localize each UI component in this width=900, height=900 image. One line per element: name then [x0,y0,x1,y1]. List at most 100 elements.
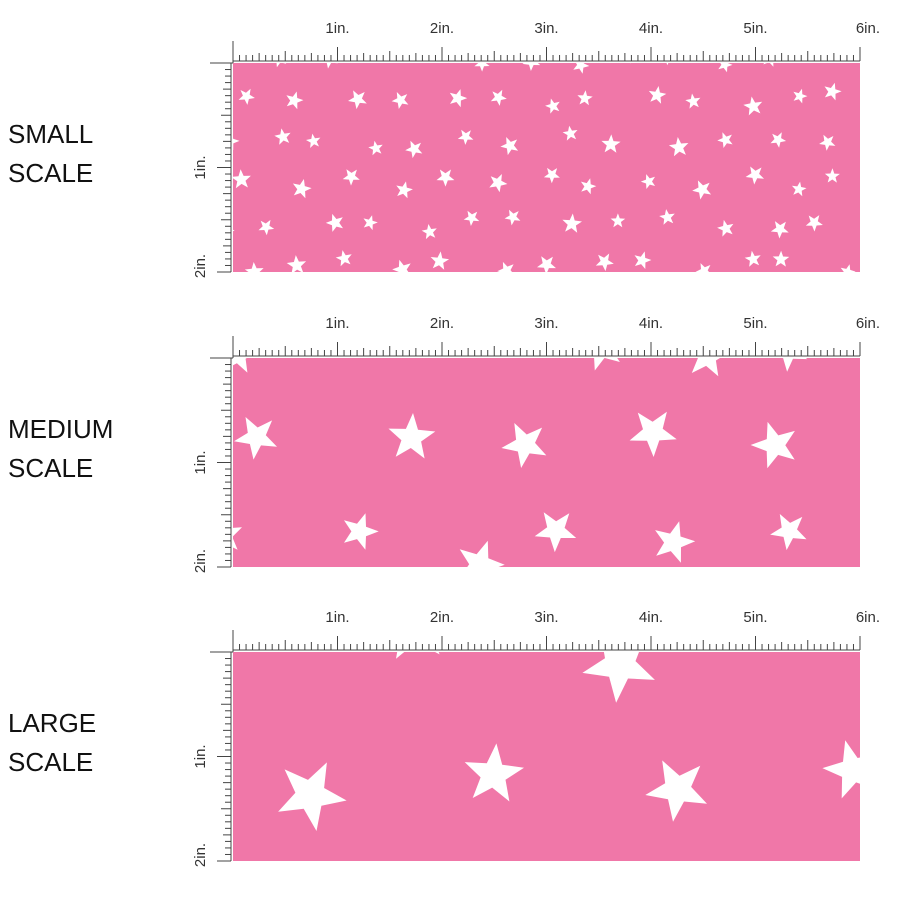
scale-name: LARGE [8,708,96,738]
ruler-label: 3in. [534,20,558,37]
star [449,89,468,108]
scale-name: SCALE [8,453,93,483]
star [436,169,455,187]
ruler-label: 5in. [743,609,767,626]
star [601,134,621,153]
star [276,63,287,68]
star [594,358,620,371]
star [869,441,900,487]
scale-name: SMALL [8,119,93,149]
star [244,262,264,272]
star [692,180,712,200]
star [630,63,631,64]
star [582,652,655,703]
star [489,174,508,193]
star [286,91,304,110]
star [335,250,352,267]
ruler-label: 2in. [192,549,209,573]
star [504,209,521,226]
ruler-label: 1in. [325,315,349,332]
star [668,137,689,157]
star [157,623,230,693]
star [368,140,383,156]
star [629,411,677,457]
star [344,513,379,550]
star [463,210,480,226]
star [233,358,248,373]
ruler-label: 6in. [856,609,880,626]
star [685,93,701,109]
star [258,219,275,236]
stars [157,623,860,831]
fabric-swatch [233,63,860,272]
swatch-panel: MEDIUM SCALE 1in. 2in. 3in. 4in. 5in. 6in. 1in. 2… [8,315,900,573]
ruler-label: 6in. [856,315,880,332]
star [421,224,437,240]
star [459,540,505,567]
star [770,132,787,148]
star [325,213,343,232]
star [744,250,761,267]
star [363,215,378,231]
star [391,92,409,109]
star [717,132,733,148]
star [233,169,251,189]
star [497,261,514,272]
ruler-label: 2in. [192,843,209,867]
star [595,253,614,272]
star [865,130,883,148]
star [655,521,696,563]
star [278,762,347,831]
star [543,167,560,184]
star [501,423,547,468]
ruler-label: 6in. [856,20,880,37]
star [500,137,519,156]
star [577,90,593,106]
star [659,209,675,225]
star [372,46,388,62]
ruler-label: 3in. [534,315,558,332]
star [610,213,626,228]
star [864,57,881,74]
stars [233,358,900,567]
star [534,512,577,553]
ruler-label: 2in. [430,609,454,626]
star [562,125,578,141]
star [292,179,312,199]
star [537,256,556,272]
scale-name: SCALE [8,158,93,188]
star [306,133,321,148]
star [326,63,338,69]
ruler-label: 4in. [639,609,663,626]
star [648,86,667,104]
star [750,421,795,469]
star [772,250,790,267]
ruler-label: 3in. [534,609,558,626]
star [782,358,808,372]
star [392,259,411,272]
ruler-label: 2in. [430,315,454,332]
star [490,89,507,106]
star [770,221,789,239]
swatch-panel: LARGE SCALE 1in. 2in. 3in. 4in. 5in. 6in. 1in. 2i… [8,609,880,867]
ruler-label: 1in. [192,744,209,768]
star [580,178,597,195]
star [645,760,707,822]
ruler-label: 1in. [192,450,209,474]
star [824,82,842,101]
star [474,63,490,72]
star [233,229,235,232]
ruler-label: 5in. [743,315,767,332]
star [718,63,733,73]
scale-name: SCALE [8,747,93,777]
star [695,263,711,272]
star [691,358,720,377]
star [793,88,808,104]
star [396,181,413,199]
star [822,740,860,799]
star [562,213,582,233]
star [396,652,440,659]
star [791,181,807,197]
star [717,219,734,237]
